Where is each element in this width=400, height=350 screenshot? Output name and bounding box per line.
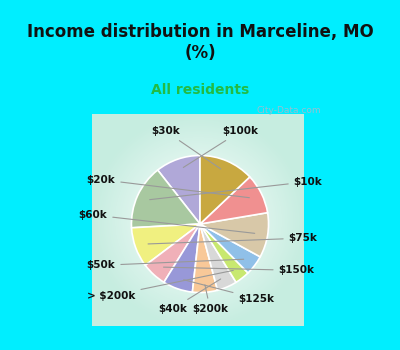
Wedge shape (200, 213, 268, 257)
Wedge shape (132, 170, 200, 228)
Text: $20k: $20k (86, 175, 249, 198)
Text: $200k: $200k (192, 285, 228, 314)
Text: $125k: $125k (184, 280, 274, 303)
Wedge shape (158, 155, 200, 224)
Wedge shape (192, 224, 218, 293)
Text: $75k: $75k (148, 233, 318, 244)
Text: $40k: $40k (158, 279, 221, 314)
Text: City-Data.com: City-Data.com (256, 106, 321, 114)
Wedge shape (200, 224, 236, 290)
Wedge shape (200, 155, 250, 224)
Wedge shape (200, 224, 248, 282)
Text: $100k: $100k (183, 126, 258, 167)
Text: $50k: $50k (86, 259, 244, 270)
Text: $10k: $10k (150, 177, 322, 199)
Wedge shape (164, 224, 200, 292)
Text: $60k: $60k (78, 210, 255, 233)
Wedge shape (132, 224, 200, 265)
Text: All residents: All residents (151, 83, 249, 97)
Wedge shape (145, 224, 200, 282)
Text: > $200k: > $200k (87, 271, 233, 301)
Wedge shape (200, 224, 260, 273)
Text: $30k: $30k (151, 126, 221, 169)
Text: Income distribution in Marceline, MO
(%): Income distribution in Marceline, MO (%) (27, 23, 373, 62)
Text: $150k: $150k (164, 265, 315, 275)
Wedge shape (200, 177, 268, 224)
